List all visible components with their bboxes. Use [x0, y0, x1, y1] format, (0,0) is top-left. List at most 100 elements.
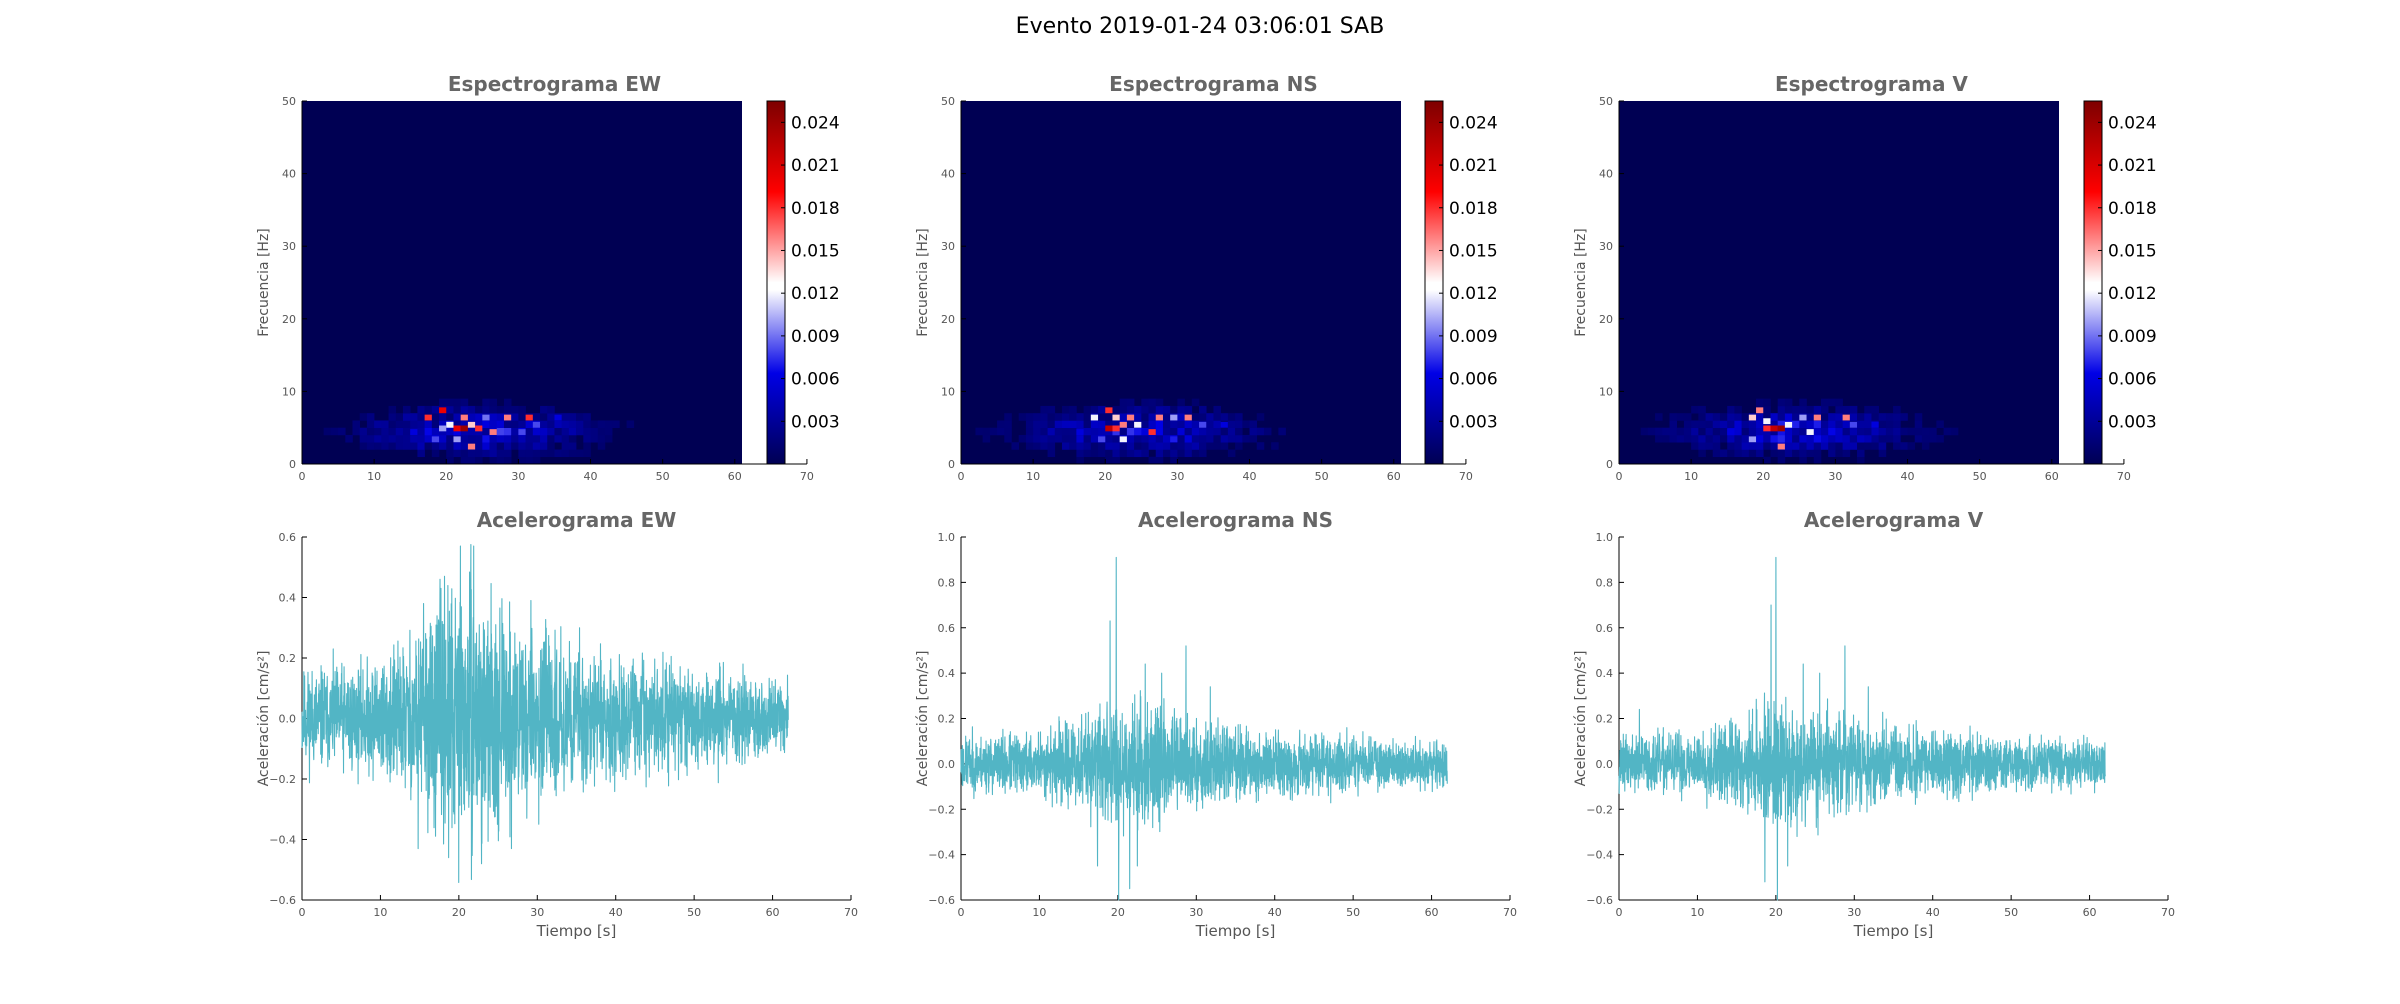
spec-v-cell — [1835, 413, 1843, 421]
spec-ns-cell — [1112, 405, 1120, 414]
spec-ew-cell — [489, 442, 498, 450]
spec-ew-cell — [576, 449, 584, 458]
spec-ns-cell — [1061, 405, 1070, 414]
spec-v-cb-tick-label: 0.012 — [2108, 284, 2157, 304]
spec-v-cell — [1806, 442, 1815, 450]
spec-ew-cell — [446, 442, 454, 450]
spec-v-cell — [1813, 420, 1822, 428]
spec-ns-cell — [1134, 413, 1142, 421]
acc-ns-ytick-label: 1.0 — [938, 531, 956, 544]
spec-ns-cell — [982, 434, 991, 443]
spec-ns-cell — [1148, 442, 1157, 450]
spec-v-cell — [1835, 427, 1843, 436]
spec-v-cell — [1777, 398, 1786, 407]
spec-ew-cell — [525, 442, 534, 450]
spec-ew-cell — [604, 427, 613, 436]
spec-ns-ytick-label: 40 — [941, 168, 955, 181]
spec-ew-cell — [381, 442, 389, 450]
spec-ew-hot-cell — [424, 414, 432, 421]
spec-v-cell — [1669, 427, 1678, 436]
spec-ew-cell — [540, 413, 548, 421]
spec-ns-cell — [1249, 427, 1258, 436]
spec-v-cell — [1835, 405, 1843, 414]
spec-ns-cell — [1256, 413, 1265, 421]
spec-ew-cell — [496, 449, 505, 458]
spec-v-ytick-label: 0 — [1606, 458, 1613, 471]
spec-ew-cell — [424, 434, 433, 443]
spec-ew-cell — [475, 434, 483, 443]
spec-ew-cell — [568, 420, 577, 428]
acc-v-waveform — [1618, 556, 2106, 901]
spec-ns-cell — [1206, 442, 1214, 450]
spec-v-cell — [1849, 434, 1858, 443]
spec-ew-xtick-label: 10 — [367, 470, 381, 483]
spec-v-cell — [1813, 456, 1822, 465]
spec-ew-xtick-label: 40 — [584, 470, 598, 483]
spec-ew-hot-cell — [439, 425, 447, 432]
spec-ns-cell — [1141, 449, 1149, 458]
spec-ns-ytick-label: 30 — [941, 240, 955, 253]
spec-ns-cell — [1105, 413, 1113, 421]
spec-ew-cell — [467, 434, 476, 443]
spec-ew-hot-cell — [467, 443, 476, 450]
acc-ns-ytick-label: 0.6 — [938, 622, 956, 635]
spec-ns-cell — [1004, 434, 1012, 443]
spec-ns-cell — [1199, 442, 1207, 450]
spec-v-hot-cell — [1748, 414, 1757, 421]
spec-v-cell — [1792, 442, 1800, 450]
acc-v-xtick-label: 10 — [1690, 906, 1704, 919]
spec-v-cell — [1784, 398, 1793, 407]
spec-ns-cell — [1105, 420, 1113, 428]
spec-ns-cell — [1069, 413, 1077, 421]
spec-v-hot-cell — [1806, 429, 1814, 435]
spec-v-cell — [1763, 420, 1771, 428]
spec-ew-cell — [359, 442, 368, 450]
spec-v-cell — [1727, 405, 1735, 414]
acc-ew-ytick-label: −0.4 — [269, 834, 296, 847]
spec-ns-cell — [1162, 442, 1171, 450]
spec-ns-cell — [1061, 427, 1070, 436]
spec-v-cell — [1691, 427, 1699, 436]
spec-ew-cell — [540, 420, 548, 428]
spec-ns-cell — [1148, 420, 1157, 428]
spec-ns-cell — [1249, 434, 1258, 443]
spec-ns-cell — [1040, 405, 1048, 414]
spec-ns-hot-cell — [1112, 414, 1120, 421]
spec-v-cell — [1828, 442, 1836, 450]
acc-ns-waveform — [960, 556, 1448, 901]
spec-ns-cell — [1213, 413, 1221, 421]
spec-ew-cell — [446, 434, 454, 443]
spec-ns-cells — [975, 398, 1286, 465]
spec-ew-cell — [590, 427, 599, 436]
spec-ew-cell — [489, 413, 498, 421]
spec-v-cell — [1683, 413, 1692, 421]
spec-v-cell — [1871, 442, 1879, 450]
spec-v-cell — [1907, 427, 1916, 436]
acc-ew-axes: 0 10 20 30 40 50 60 70 −0.6 −0.4 −0.2 0.0 0.2 0.4 0.6 A… — [256, 508, 858, 940]
spec-v-ytick-label: 40 — [1599, 168, 1613, 181]
spec-ew-xtick-label: 70 — [800, 470, 814, 483]
spec-ew-cell — [590, 420, 599, 428]
spec-ns-cell — [1069, 405, 1077, 414]
spec-ew-cell — [374, 434, 382, 443]
spec-ew-hot-cell — [460, 414, 468, 421]
spec-v-cell — [1777, 456, 1786, 465]
spec-v-cell — [1813, 449, 1822, 458]
spec-ew-cell — [388, 434, 397, 443]
spec-v-hot-cell — [1799, 414, 1807, 421]
spec-v-cell — [1820, 427, 1829, 436]
spec-v-cell — [1727, 449, 1735, 458]
spec-v-cell — [1806, 434, 1815, 443]
spec-ew-cell — [460, 456, 469, 465]
spec-ns-cell — [1076, 413, 1084, 421]
spec-ns-cell — [1191, 434, 1200, 443]
spec-ew-cell — [525, 427, 534, 436]
spec-v-cell — [1712, 434, 1721, 443]
spec-ns-cell — [1040, 420, 1048, 428]
spec-ns-cell — [1076, 442, 1084, 450]
spec-ew-ytick-label: 30 — [282, 240, 296, 253]
spec-ns-cell — [1126, 420, 1135, 428]
spec-ew-cell — [540, 434, 548, 443]
spec-ew-cell — [547, 442, 555, 450]
spec-ns-hot-cell — [1119, 436, 1127, 443]
